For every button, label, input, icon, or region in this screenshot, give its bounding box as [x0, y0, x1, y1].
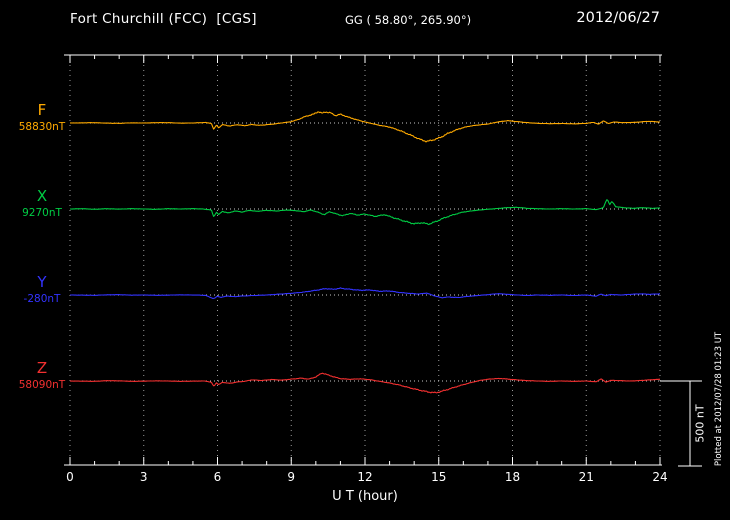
x-tick-label-6: 6	[213, 470, 222, 484]
component-letter-F: F	[37, 101, 47, 119]
x-tick-label-21: 21	[578, 470, 594, 484]
series-label-Z: Z 58090nT	[10, 359, 74, 391]
series-label-X: X 9270nT	[10, 187, 74, 219]
component-letter-Z: Z	[36, 359, 48, 377]
baseline-value-Z: 58090nT	[18, 378, 66, 391]
trace-F	[69, 111, 661, 143]
plotted-at-note: Plotted at 2012/07/28 01:23 UT	[714, 331, 724, 467]
geographic-coordinates: GG ( 58.80°, 265.90°)	[345, 13, 472, 27]
scale-bar-label: 500 nT	[693, 404, 707, 443]
station-title: Fort Churchill (FCC) [CGS]	[70, 11, 257, 27]
series-label-F: F 58830nT	[10, 101, 74, 133]
x-tick-label-0: 0	[66, 470, 74, 484]
trace-X	[70, 199, 661, 226]
x-tick-label-12: 12	[357, 470, 373, 484]
component-letter-X: X	[36, 187, 48, 205]
x-tick-label-24: 24	[652, 470, 668, 484]
x-tick-label-18: 18	[504, 470, 521, 484]
trace-Y	[70, 287, 661, 299]
plot-date: 2012/06/27	[576, 10, 660, 26]
component-letter-Y: Y	[37, 273, 47, 291]
x-tick-label-15: 15	[431, 470, 447, 484]
trace-Z	[69, 372, 661, 394]
baseline-value-X: 9270nT	[22, 206, 62, 219]
series-label-Y: Y -280nT	[10, 273, 74, 305]
x-tick-label-3: 3	[139, 470, 148, 484]
x-tick-label-9: 9	[287, 470, 296, 484]
x-axis-label: U T (hour)	[332, 489, 398, 504]
baseline-value-Y: -280nT	[23, 292, 61, 305]
baseline-value-F: 58830nT	[18, 120, 66, 133]
